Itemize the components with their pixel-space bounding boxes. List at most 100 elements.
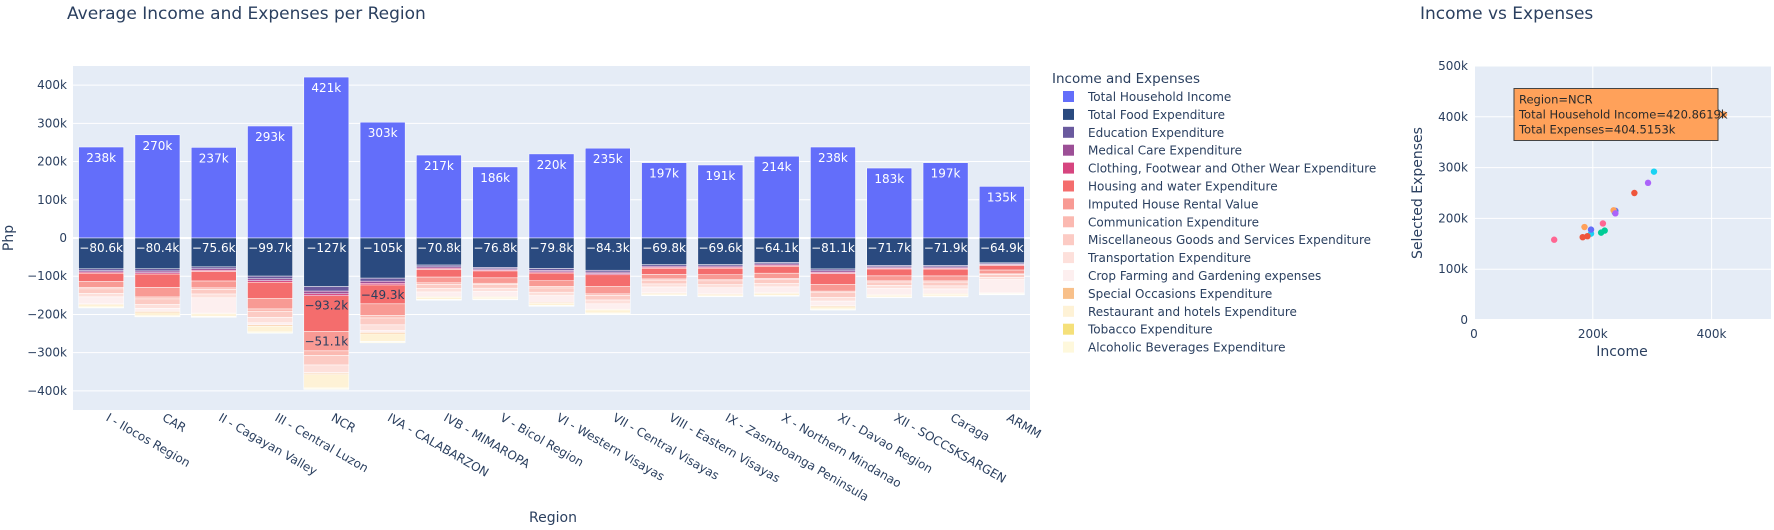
bar[interactable] <box>416 284 462 289</box>
bar[interactable] <box>922 237 969 266</box>
bar[interactable] <box>472 166 518 239</box>
bar[interactable] <box>359 341 406 344</box>
bar[interactable] <box>528 280 575 287</box>
bar[interactable] <box>922 296 969 298</box>
bar[interactable] <box>697 237 744 265</box>
legend-item[interactable]: Miscellaneous Goods and Services Expendi… <box>1063 233 1371 247</box>
bar[interactable] <box>810 292 856 298</box>
bar[interactable] <box>416 264 462 268</box>
bar[interactable] <box>190 280 237 289</box>
bar[interactable] <box>416 299 462 301</box>
bar[interactable] <box>134 237 181 269</box>
bar[interactable] <box>528 295 575 303</box>
bar[interactable] <box>810 273 856 285</box>
scatter-point[interactable] <box>1550 236 1558 243</box>
scatter-point[interactable] <box>1597 229 1605 236</box>
bar[interactable] <box>416 237 462 266</box>
bar[interactable] <box>134 270 181 273</box>
bar[interactable] <box>753 283 800 288</box>
scatter-point[interactable] <box>1581 223 1588 231</box>
bar[interactable] <box>585 269 631 273</box>
bar[interactable] <box>247 237 293 277</box>
legend-item[interactable]: Total Household Income <box>1063 90 1231 104</box>
bar[interactable] <box>585 295 631 301</box>
bar[interactable] <box>979 269 1025 275</box>
bar[interactable] <box>866 288 913 295</box>
bar[interactable] <box>528 291 575 296</box>
bar[interactable] <box>359 280 406 284</box>
bar[interactable] <box>416 276 462 284</box>
bar[interactable] <box>78 296 124 305</box>
bar[interactable] <box>641 162 687 239</box>
bar[interactable] <box>866 268 913 277</box>
bar[interactable] <box>303 295 350 332</box>
bar[interactable] <box>134 304 181 309</box>
legend-item[interactable]: Clothing, Footwear and Other Wear Expend… <box>1063 162 1376 176</box>
bar[interactable] <box>78 237 124 270</box>
bar[interactable] <box>585 299 631 305</box>
bar[interactable] <box>641 283 687 288</box>
legend-item[interactable]: Alcoholic Beverages Expenditure <box>1063 341 1286 355</box>
bar[interactable] <box>922 294 969 297</box>
bar[interactable] <box>416 297 462 300</box>
bar[interactable] <box>528 272 575 281</box>
bar[interactable] <box>190 297 237 314</box>
bar[interactable] <box>922 268 969 277</box>
bar[interactable] <box>528 287 575 293</box>
bar[interactable] <box>472 290 518 297</box>
bar[interactable] <box>247 125 293 239</box>
bar[interactable] <box>810 297 856 302</box>
bar[interactable] <box>866 167 913 239</box>
bar[interactable] <box>134 296 181 300</box>
bar[interactable] <box>303 355 350 366</box>
legend-item[interactable]: Crop Farming and Gardening expenses <box>1063 269 1321 283</box>
bar[interactable] <box>247 325 293 333</box>
bar[interactable] <box>247 317 293 323</box>
bar[interactable] <box>247 332 293 334</box>
scatter-point[interactable] <box>1650 168 1658 175</box>
bar[interactable] <box>753 237 800 263</box>
bar[interactable] <box>359 333 406 342</box>
bar[interactable] <box>922 288 969 294</box>
bar[interactable] <box>78 272 124 282</box>
bar[interactable] <box>641 237 687 265</box>
bar[interactable] <box>134 308 181 312</box>
bar[interactable] <box>303 388 350 390</box>
bar[interactable] <box>472 270 518 279</box>
bar[interactable] <box>359 315 406 319</box>
bar[interactable] <box>190 237 237 268</box>
bar[interactable] <box>472 299 518 301</box>
bar[interactable] <box>753 279 800 284</box>
bar[interactable] <box>866 275 913 282</box>
bar[interactable] <box>78 306 124 309</box>
bar[interactable] <box>697 284 744 288</box>
bar[interactable] <box>359 317 406 326</box>
bar[interactable] <box>247 275 293 280</box>
bar[interactable] <box>190 266 237 270</box>
scatter-point[interactable] <box>1644 179 1652 187</box>
bar[interactable] <box>528 237 575 269</box>
legend-item[interactable]: Tobacco Expenditure <box>1063 323 1213 337</box>
bar[interactable] <box>641 274 687 280</box>
bar[interactable] <box>190 293 237 299</box>
bar[interactable] <box>528 153 575 239</box>
bar[interactable] <box>922 281 969 287</box>
bar[interactable] <box>922 285 969 290</box>
bar[interactable] <box>303 76 350 239</box>
bar[interactable] <box>303 350 350 356</box>
bar[interactable] <box>979 279 1025 294</box>
bar[interactable] <box>134 315 181 318</box>
bar[interactable] <box>134 134 181 239</box>
bar[interactable] <box>641 268 687 275</box>
bar[interactable] <box>810 300 856 306</box>
bar[interactable] <box>416 288 462 293</box>
bar[interactable] <box>472 277 518 284</box>
bar[interactable] <box>190 316 237 318</box>
bar[interactable] <box>416 269 462 278</box>
bar[interactable] <box>697 267 744 275</box>
bar[interactable] <box>753 155 800 239</box>
bar[interactable] <box>585 309 631 314</box>
legend-item[interactable]: Medical Care Expenditure <box>1063 144 1242 158</box>
bar[interactable] <box>641 279 687 285</box>
bar[interactable] <box>247 308 293 312</box>
